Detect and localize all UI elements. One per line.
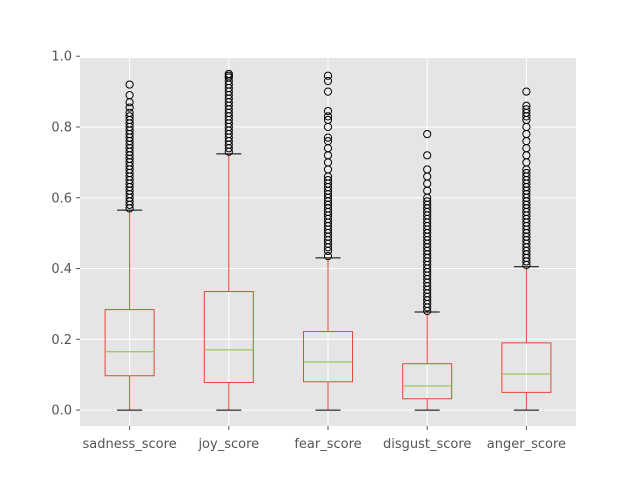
outlier-point [323, 76, 333, 86]
box-joy_score [203, 69, 254, 411]
y-tick-label: 0.2 [51, 333, 72, 348]
outlier-point [323, 115, 333, 125]
fliers-joy_score [224, 69, 233, 156]
outlier-point [423, 197, 432, 206]
outlier-point [323, 133, 333, 142]
fliers-anger_score [522, 87, 531, 270]
outlier-point [522, 101, 531, 110]
x-tick-label: sadness_score [82, 437, 176, 452]
outlier-point [423, 151, 432, 160]
outlier-point [125, 112, 134, 121]
y-tick-label: 0.4 [51, 262, 72, 277]
outlier-point [125, 103, 134, 112]
x-axis: sadness_score joy_score fear_score disgust_… [82, 426, 566, 452]
outlier-point [125, 80, 134, 89]
y-axis: 0.0 0.2 0.4 0.6 0.8 1.0 [51, 50, 80, 419]
y-tick-label: 0.6 [51, 191, 72, 206]
box-series [104, 69, 552, 411]
fliers-sadness_score [125, 80, 134, 213]
x-tick-label: anger_score [487, 437, 566, 452]
outlier-point [522, 105, 531, 114]
iqr-box [402, 363, 453, 400]
x-tick-label: disgust_score [383, 437, 471, 452]
iqr-box [203, 291, 254, 383]
outlier-point [323, 106, 333, 116]
fliers-disgust_score [423, 129, 432, 316]
y-tick-label: 0.0 [51, 404, 72, 419]
outlier-point [423, 129, 432, 139]
box-disgust_score [402, 129, 453, 411]
iqr-box [303, 331, 353, 383]
iqr-box [501, 342, 552, 393]
box-anger_score [501, 87, 552, 411]
outlier-point [522, 87, 531, 96]
outlier-point [125, 91, 134, 100]
outlier-point [423, 165, 432, 174]
outlier-point [323, 252, 333, 261]
outlier-point [323, 112, 333, 121]
box-sadness_score [104, 80, 155, 411]
outlier-point [224, 69, 233, 79]
y-tick-label: 0.8 [51, 121, 72, 136]
x-tick-label: joy_score [197, 437, 259, 452]
iqr-box [104, 309, 155, 377]
outlier-point [323, 87, 333, 96]
outlier-point [323, 137, 333, 146]
y-tick-label: 1.0 [51, 50, 72, 65]
outlier-point [125, 108, 134, 117]
fliers-fear_score [323, 71, 333, 261]
outlier-point [522, 168, 531, 178]
x-tick-label: fear_score [294, 437, 361, 452]
outlier-point [323, 175, 333, 185]
box-fear_score [303, 71, 353, 411]
outlier-point [323, 71, 333, 80]
